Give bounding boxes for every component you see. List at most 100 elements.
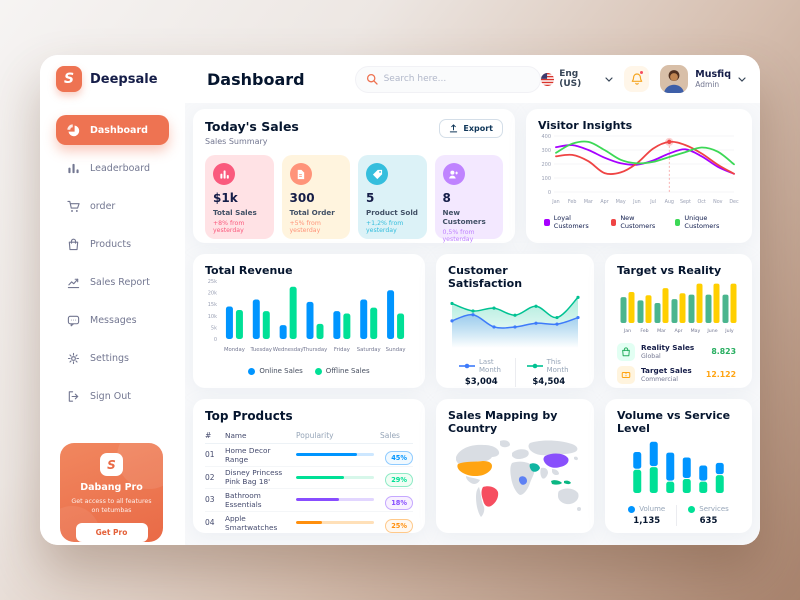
target-vs-reality-card: Target vs Reality Jan Feb Mar Apr May June Jul…	[605, 254, 752, 388]
bag-icon	[66, 237, 80, 251]
stat-label: Total Order	[289, 208, 335, 217]
sidebar-item-label: Settings	[90, 352, 129, 364]
user-name: Musfiq	[695, 68, 731, 80]
export-icon	[449, 124, 458, 133]
svg-text:200: 200	[541, 162, 551, 168]
svg-text:Jan: Jan	[623, 328, 631, 334]
language-label: Eng (US)	[559, 69, 582, 89]
get-pro-button[interactable]: Get Pro	[75, 522, 148, 542]
legend-swatch	[610, 218, 617, 226]
gear-icon	[66, 351, 80, 365]
target-sales-row: Target Sales Commercial 12.122	[617, 364, 740, 385]
product-name: Bathroom Essentials	[225, 490, 262, 509]
bell-icon	[630, 72, 644, 86]
stat-label: New Customers	[442, 208, 486, 226]
sales-mapping-card: Sales Mapping by Country	[436, 399, 594, 533]
map-mexico	[466, 476, 480, 484]
search-input[interactable]	[383, 74, 531, 84]
legend-value: 635	[699, 516, 718, 526]
stat-card: 300 Total Order +5% from yesterday	[281, 155, 350, 239]
sidebar-item-products[interactable]: Products	[56, 229, 169, 259]
map-europe	[512, 449, 529, 460]
sidebar-item-dashboard[interactable]: Dashboard	[56, 115, 169, 145]
svg-text:Nov: Nov	[713, 199, 723, 205]
table-row: 04 Apple Smartwatches 25%	[205, 512, 413, 535]
svg-text:Oct: Oct	[697, 199, 705, 205]
product-name: Home Decor Range	[225, 445, 271, 464]
bag-icon	[617, 342, 635, 361]
popularity-bar	[296, 498, 380, 502]
sales-badge: 25%	[385, 518, 413, 533]
sidebar-item-label: order	[90, 200, 116, 212]
avatar	[660, 65, 689, 93]
svg-text:May: May	[616, 199, 626, 205]
sales-cell: 18%	[380, 490, 413, 510]
sidebar-item-messages[interactable]: Messages	[56, 305, 169, 335]
user-role: Admin	[695, 80, 720, 90]
search-bar[interactable]	[354, 65, 542, 93]
legend-label: Loyal Customers	[553, 214, 589, 230]
stat-chart-icon	[213, 163, 235, 185]
chart-line-icon	[66, 275, 80, 289]
card-title: Volume vs Service Level	[617, 409, 731, 435]
progress-fill	[296, 498, 339, 502]
promo-title: Dabang Pro	[80, 482, 143, 493]
card-subtitle: Sales Summary	[205, 137, 268, 146]
svg-text:Apr: Apr	[600, 199, 608, 205]
table-row: 01 Home Decor Range 45%	[205, 444, 413, 467]
chart-legend: Online Sales Offline Sales	[205, 367, 413, 375]
visitor-insights-card: Visitor Insights 0 100 200 300 400 Jan Feb Mar A…	[526, 109, 752, 243]
visitor-insights-chart: 0 100 200 300 400 Jan Feb Mar Apr May Jun Jul Aug Sep…	[541, 134, 739, 205]
legend-label: Last Month	[479, 358, 501, 374]
card-title: Customer Satisfaction	[448, 264, 523, 290]
export-button[interactable]: Export	[439, 119, 503, 138]
profile-menu[interactable]: Musfiq Admin	[660, 65, 746, 93]
stat-label: Total Sales	[213, 208, 257, 217]
svg-text:Jul: Jul	[649, 199, 656, 205]
sidebar-item-leaderboard[interactable]: Leaderboard	[56, 153, 169, 183]
legend-swatch	[688, 505, 696, 513]
brand-name: Deepsale	[90, 71, 158, 87]
legend-swatch	[544, 218, 550, 226]
svg-text:100: 100	[541, 176, 551, 182]
stat-file-icon	[289, 163, 312, 185]
svg-text:300: 300	[541, 148, 551, 154]
sales-badge: 29%	[385, 473, 413, 488]
sidebar-item-label: Sign Out	[90, 390, 131, 402]
svg-text:Feb: Feb	[568, 199, 577, 205]
svg-text:Saturday: Saturday	[357, 347, 381, 353]
stat-value: $1k	[213, 191, 238, 205]
notification-bell[interactable]	[624, 66, 650, 92]
page-title: Dashboard	[207, 69, 305, 89]
promo-logo-icon: S	[100, 453, 123, 476]
sidebar-item-label: Products	[90, 238, 132, 250]
chevron-down-icon	[605, 76, 613, 82]
metric-value: 8.823	[711, 347, 736, 356]
language-selector[interactable]: Eng (US)	[541, 69, 613, 89]
stat-delta: +8% from yesterday	[213, 220, 245, 234]
promo-card: S Dabang Pro Get access to all features …	[60, 443, 163, 542]
chevron-down-icon	[738, 76, 746, 82]
svg-text:15k: 15k	[208, 302, 217, 308]
legend-value: $3,004	[464, 377, 498, 387]
popularity-bar	[296, 453, 380, 457]
legend-value: $4,504	[532, 377, 566, 387]
sidebar-item-sales-report[interactable]: Sales Report	[56, 267, 169, 297]
legend-label: Online Sales	[259, 367, 303, 375]
map-greenland	[500, 440, 510, 448]
legend-swatch	[314, 367, 322, 375]
chart-legend: Last Month $3,004 This Month $4,504	[448, 358, 582, 387]
sidebar-item-sign-out[interactable]: Sign Out	[56, 381, 169, 411]
app-window: S Deepsale Dashboard Eng (US)	[40, 55, 760, 545]
brand[interactable]: S Deepsale	[40, 66, 185, 92]
sidebar-item-settings[interactable]: Settings	[56, 343, 169, 373]
legend-item: Unique Customers	[674, 214, 734, 230]
sidebar-item-order[interactable]: order	[56, 191, 169, 221]
svg-text:Mar: Mar	[657, 328, 666, 334]
svg-text:Thursday: Thursday	[302, 347, 328, 353]
legend-label: Offline Sales	[325, 367, 370, 375]
pie-chart-icon	[66, 123, 80, 137]
map-canada	[456, 444, 500, 466]
header-actions: Eng (US) Musfiq Admin	[541, 65, 760, 93]
stat-card: 8 New Customers 0,5% from yesterday	[434, 155, 503, 243]
